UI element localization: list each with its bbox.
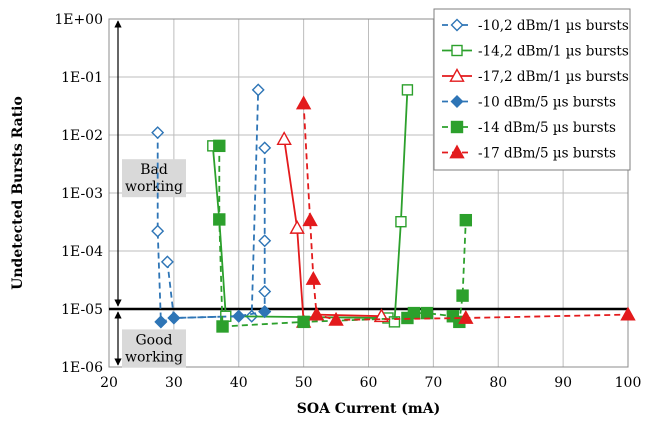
good-working-label-text: working xyxy=(125,349,183,365)
y-tick-label: 1E-04 xyxy=(61,244,103,260)
legend-label: -14 dBm/5 µs bursts xyxy=(478,120,616,136)
legend-item-5: -14 dBm/5 µs bursts xyxy=(442,120,616,136)
data-point xyxy=(154,315,168,329)
data-point xyxy=(160,255,174,269)
bad-working-label-text: Bad xyxy=(140,162,168,178)
data-point xyxy=(420,306,434,320)
data-point xyxy=(449,68,465,82)
data-point xyxy=(388,316,401,328)
data-point xyxy=(151,126,165,140)
series-1 xyxy=(151,83,272,329)
data-point xyxy=(151,224,165,238)
data-point xyxy=(328,311,344,326)
good-working-label-text: Good xyxy=(135,332,172,348)
data-point xyxy=(308,306,325,321)
legend-item-1: -10,2 dBm/1 µs bursts xyxy=(442,18,629,34)
data-point xyxy=(213,139,226,153)
y-tick-label: 1E-03 xyxy=(61,186,103,202)
series-line xyxy=(156,132,162,322)
series-5 xyxy=(213,139,473,333)
plot-border xyxy=(108,18,629,368)
data-point xyxy=(620,306,636,321)
data-point xyxy=(459,213,473,227)
data-point xyxy=(251,83,265,97)
series-line xyxy=(218,145,467,328)
axes: 20 30 40 50 60 70 80 90 100 1E-06 1E-05 1E-04 1E-03 1… xyxy=(10,12,641,417)
data-point xyxy=(276,131,292,145)
x-tick-label: 60 xyxy=(360,375,378,391)
x-axis-label: SOA Current (mA) xyxy=(297,401,440,417)
data-point xyxy=(305,270,322,285)
x-tick-label: 90 xyxy=(554,375,572,391)
series-3 xyxy=(276,131,390,328)
series-6 xyxy=(295,95,636,326)
data-point xyxy=(302,212,318,227)
series-line xyxy=(166,89,260,319)
legend-label: -17,2 dBm/1 µs bursts xyxy=(478,69,629,85)
y-tick-label: 1E-01 xyxy=(61,70,103,86)
legend-item-6: -17 dBm/5 µs bursts xyxy=(442,144,616,162)
y-tick-label: 1E-05 xyxy=(61,302,103,318)
data-point xyxy=(456,289,469,302)
legend-label: -10,2 dBm/1 µs bursts xyxy=(478,18,629,34)
legend: -10,2 dBm/1 µs bursts -14,2 dBm/1 µs burs… xyxy=(433,8,631,171)
data-point xyxy=(395,216,407,228)
data-point xyxy=(258,234,272,248)
plot-area-border xyxy=(108,18,629,368)
legend-label: -17 dBm/5 µs bursts xyxy=(478,146,616,162)
data-point xyxy=(407,306,421,320)
y-tick-label: 1E-02 xyxy=(61,128,103,144)
data-point xyxy=(258,141,272,155)
legend-item-4: -10 dBm/5 µs bursts xyxy=(442,95,616,111)
data-point xyxy=(450,120,464,134)
legend-item-2: -14,2 dBm/1 µs bursts xyxy=(442,44,629,60)
series-layer xyxy=(151,83,636,333)
legend-box xyxy=(433,8,631,171)
data-point xyxy=(213,213,226,226)
x-tick-label: 40 xyxy=(230,375,248,391)
legend-item-3: -17,2 dBm/1 µs bursts xyxy=(442,68,629,85)
data-point xyxy=(458,310,474,324)
x-tick-label: 30 xyxy=(165,375,183,391)
x-tick-label: 20 xyxy=(100,375,118,391)
x-tick-label: 100 xyxy=(615,375,642,391)
data-point xyxy=(216,320,229,333)
data-point xyxy=(258,285,272,299)
x-tick-label: 80 xyxy=(489,375,507,391)
data-point xyxy=(451,44,463,57)
y-axis-label: Undetected Bursts Ratio xyxy=(10,96,26,290)
data-point xyxy=(258,305,272,319)
legend-label: -10 dBm/5 µs bursts xyxy=(478,95,616,111)
bad-working-label-box xyxy=(122,159,186,198)
series-4 xyxy=(154,305,272,329)
series-line xyxy=(160,310,265,323)
y-tick-label: 1E+00 xyxy=(54,12,103,28)
good-working-label-box xyxy=(122,329,186,368)
data-point xyxy=(295,95,312,110)
legend-label: -14,2 dBm/1 µs bursts xyxy=(478,44,629,60)
y-tick-label: 1E-06 xyxy=(61,360,103,376)
data-point xyxy=(289,219,305,234)
bad-working-label-text: working xyxy=(125,179,183,195)
data-point xyxy=(232,309,246,323)
x-tick-label: 70 xyxy=(424,375,442,391)
data-point xyxy=(167,311,181,325)
data-point xyxy=(450,18,464,32)
data-point xyxy=(449,144,465,159)
x-tick-label: 50 xyxy=(295,375,313,391)
data-point xyxy=(297,315,310,329)
data-point xyxy=(450,95,464,108)
data-point xyxy=(401,84,414,96)
